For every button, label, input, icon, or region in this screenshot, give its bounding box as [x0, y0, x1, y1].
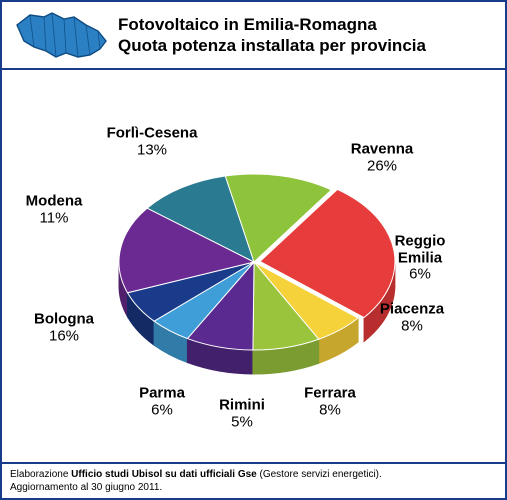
slice-label: Bologna16%	[34, 312, 94, 345]
slice-label: Rimini5%	[219, 398, 265, 431]
emilia-romagna-map-icon	[12, 7, 112, 63]
chart-title: Fotovoltaico in Emilia-Romagna Quota pot…	[112, 14, 495, 57]
slice-label: ReggioEmilia6%	[395, 233, 446, 283]
title-line-2: Quota potenza installata per provincia	[118, 35, 495, 56]
slice-label: Ferrara8%	[304, 386, 356, 419]
slice-label: Ravenna26%	[351, 142, 414, 175]
slice-label: Parma6%	[139, 386, 185, 419]
slice-label: Piacenza8%	[380, 302, 444, 335]
header: Fotovoltaico in Emilia-Romagna Quota pot…	[2, 2, 505, 70]
pie-svg	[89, 154, 419, 394]
slice-label: Forlì-Cesena13%	[107, 126, 198, 159]
title-line-1: Fotovoltaico in Emilia-Romagna	[118, 14, 495, 35]
slice-label: Modena11%	[26, 194, 83, 227]
chart-frame: Fotovoltaico in Emilia-Romagna Quota pot…	[0, 0, 507, 500]
footer-line-2: Aggiornamento al 30 giugno 2011.	[10, 481, 497, 494]
footer-line-1: Elaborazione Ufficio studi Ubisol su dat…	[10, 468, 497, 481]
pie-holder	[89, 154, 419, 394]
footer-caption: Elaborazione Ufficio studi Ubisol su dat…	[2, 462, 505, 498]
pie-chart: Ravenna26% ReggioEmilia6% Piacenza8% Ferrar…	[2, 70, 505, 462]
